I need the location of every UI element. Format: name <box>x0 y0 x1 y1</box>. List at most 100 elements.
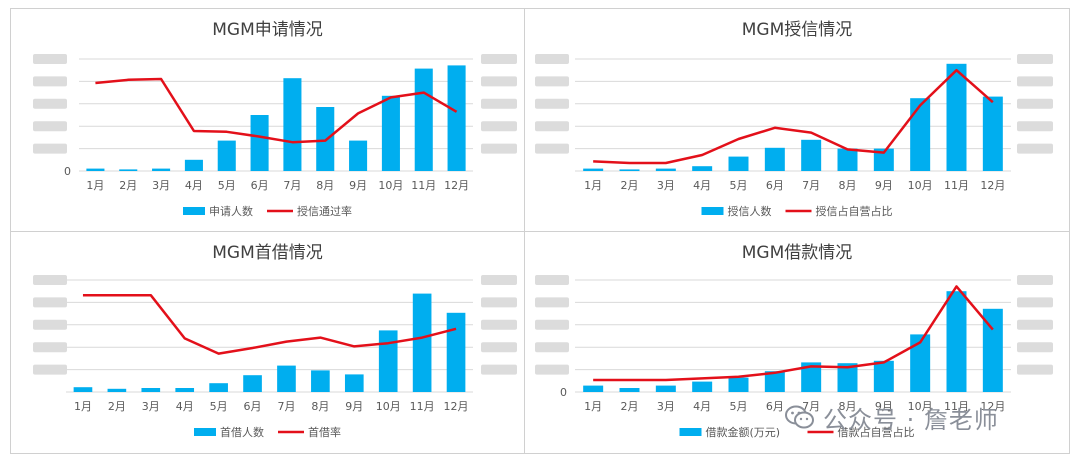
x-tick-label: 3月 <box>142 400 160 413</box>
bar-首借人数 <box>209 383 228 392</box>
right-axis-tick-blur <box>1017 121 1053 132</box>
x-tick-label: 7月 <box>802 179 820 192</box>
x-tick-label: 11月 <box>411 179 436 192</box>
x-tick-label: 9月 <box>349 179 367 192</box>
legend-label-line: 借款占自营占比 <box>838 425 915 439</box>
bar-首借人数 <box>243 375 262 392</box>
x-tick-label: 11月 <box>944 179 969 192</box>
left-axis-tick-blur <box>535 275 569 285</box>
x-tick-label: 12月 <box>444 400 469 413</box>
panel-loan-amounts: MGM借款情况 0 1月 2月 3月 4月 5月 6月 7月 8月 9月 10月 11月 12月 借款金额(… <box>525 232 1069 453</box>
left-axis-tick-blur <box>33 319 67 330</box>
legend-label-bar: 借款金额(万元) <box>706 425 781 439</box>
x-tick-label: 11月 <box>944 400 969 413</box>
x-tick-label: 2月 <box>621 400 639 413</box>
left-axis-tick-blur <box>535 342 569 353</box>
bar-申请人数 <box>119 169 138 171</box>
right-axis-tick-blur <box>481 98 517 109</box>
bar-首借人数 <box>73 387 93 392</box>
left-axis-tick-blur <box>33 297 67 308</box>
bar-授信人数 <box>583 168 604 171</box>
left-axis-tick-blur <box>33 275 67 285</box>
bar-授信人数 <box>619 169 640 171</box>
bar-授信人数 <box>655 168 676 171</box>
x-tick-label: 2月 <box>108 400 126 413</box>
wechat-icon <box>785 405 814 429</box>
left-axis-tick-blur <box>535 54 569 64</box>
left-axis-tick-blur <box>33 342 67 353</box>
right-axis-tick-blur <box>1017 76 1053 87</box>
x-tick-label: 5月 <box>730 179 748 192</box>
x-tick-label: 10月 <box>908 400 933 413</box>
bar-申请人数 <box>283 78 302 171</box>
bar-借款金额(万元) <box>873 360 894 392</box>
x-tick-label: 2月 <box>621 179 639 192</box>
bar-借款金额(万元) <box>946 291 967 392</box>
left-axis-tick-blur <box>535 143 569 154</box>
watermark: 公众号 · 詹老师 <box>785 400 999 434</box>
legend-swatch-bar <box>183 207 205 215</box>
bar-授信人数 <box>946 63 967 171</box>
bar-首借人数 <box>141 388 161 392</box>
x-tick-label: 3月 <box>657 179 675 192</box>
bar-首借人数 <box>412 293 432 392</box>
left-axis-tick-blur <box>33 54 67 64</box>
x-tick-label: 9月 <box>875 179 893 192</box>
x-tick-label: 10月 <box>378 179 403 192</box>
left-axis-tick-blur <box>33 76 67 87</box>
right-axis-tick-blur <box>1017 98 1053 109</box>
left-axis-tick-blur <box>535 121 569 132</box>
right-axis-tick-blur <box>481 76 517 87</box>
x-tick-label: 8月 <box>316 179 334 192</box>
bar-申请人数 <box>414 68 433 171</box>
x-tick-label: 5月 <box>210 400 228 413</box>
right-axis-tick-blur <box>481 342 517 353</box>
x-tick-label: 12月 <box>980 400 1005 413</box>
right-axis-tick-blur <box>1017 54 1053 64</box>
bar-授信人数 <box>837 148 858 171</box>
x-tick-label: 10月 <box>908 179 933 192</box>
x-tick-label: 2月 <box>119 179 137 192</box>
bar-借款金额(万元) <box>982 308 1003 392</box>
legend-swatch-bar <box>679 428 702 436</box>
legend-label-bar: 首借人数 <box>220 425 264 439</box>
bar-申请人数 <box>86 168 105 171</box>
watermark-text: 公众号 · 詹老师 <box>823 405 999 434</box>
x-tick-label: 8月 <box>311 400 329 413</box>
x-tick-label: 1月 <box>74 400 92 413</box>
x-tick-label: 7月 <box>802 400 820 413</box>
bar-授信人数 <box>764 147 785 171</box>
bar-首借人数 <box>378 330 398 392</box>
right-axis-tick-blur <box>481 319 517 330</box>
bar-借款金额(万元) <box>655 385 676 392</box>
right-axis-tick-blur <box>481 297 517 308</box>
x-tick-label: 1月 <box>86 179 104 192</box>
x-tick-label: 10月 <box>376 400 401 413</box>
legend-swatch-bar <box>194 428 216 436</box>
bar-授信人数 <box>728 156 749 171</box>
legend-label-bar: 申请人数 <box>209 205 253 218</box>
x-tick-label: 5月 <box>218 179 236 192</box>
left-axis-tick-blur <box>33 98 67 109</box>
x-tick-label: 8月 <box>839 179 857 192</box>
chart-title: MGM首借情况 <box>212 243 323 263</box>
horizontal-divider <box>10 231 1070 232</box>
x-tick-label: 1月 <box>584 400 602 413</box>
x-tick-label: 9月 <box>345 400 363 413</box>
left-axis-tick-label: 0 <box>64 165 71 178</box>
legend-label-bar: 授信人数 <box>728 204 772 218</box>
bar-申请人数 <box>152 168 171 171</box>
bar-授信人数 <box>873 148 894 171</box>
x-tick-label: 1月 <box>584 179 602 192</box>
line-授信占自营占比 <box>593 68 994 165</box>
chart-title: MGM借款情况 <box>742 243 853 263</box>
panel-credit-grants: MGM授信情况 1月 2月 3月 4月 5月 6月 7月 8月 9月 10月 11月 12月 授信人数 授信… <box>525 9 1069 231</box>
x-tick-label: 6月 <box>766 400 784 413</box>
x-tick-label: 6月 <box>251 179 269 192</box>
x-tick-label: 8月 <box>839 400 857 413</box>
line-授信通过率 <box>95 77 458 144</box>
left-axis-tick-label: 0 <box>560 386 567 399</box>
right-axis-tick-blur <box>1017 143 1053 154</box>
